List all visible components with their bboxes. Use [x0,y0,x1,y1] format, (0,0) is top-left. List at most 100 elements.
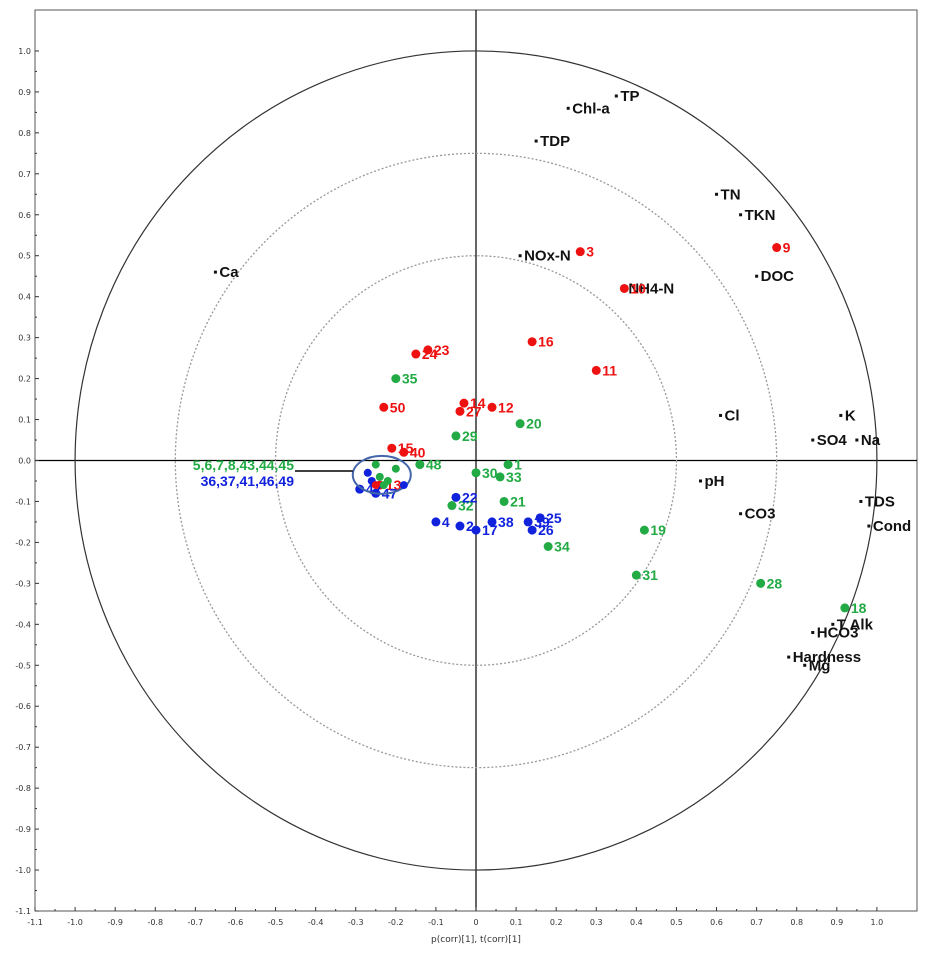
cluster-label-green: 5,6,7,8,43,44,45 [193,457,294,473]
score-label: 17 [482,522,498,538]
x-tick-label: -1.0 [67,918,83,927]
score-point-green [543,542,553,552]
y-tick-label: -0.8 [15,784,31,793]
variable-label: Na [861,432,881,449]
variable-marker [699,479,703,483]
score-label: 4 [442,514,450,530]
score-label: 25 [546,510,562,526]
score-point-red [527,337,537,347]
variable-label: Chl-a [572,100,610,117]
correlation-circle-1 [174,152,778,769]
score-point-green [415,460,425,470]
score-label: 11 [602,362,617,378]
x-tick-label: -0.1 [428,918,444,927]
variable-marker [855,438,859,442]
score-point-blue [431,517,441,527]
score-point-red [411,349,421,359]
score-label: 10 [630,280,646,296]
variable-marker [739,213,743,217]
score-label: 38 [498,514,514,530]
score-point-red [387,443,397,453]
score-point-blue [355,484,365,494]
score-label: 35 [402,371,418,387]
x-tick-label: -1.1 [27,918,43,927]
cluster-point-blue [363,468,372,477]
variable-marker [839,413,843,417]
variable-marker [867,524,871,528]
variable-label: TN [721,186,741,203]
score-point-red [487,402,497,412]
variable-marker [811,438,815,442]
variable-marker [831,622,835,626]
variable-marker [614,94,618,98]
score-label: 2 [466,518,474,534]
variable-marker [719,413,723,417]
variable-label: SO4 [817,432,848,449]
variable-marker [534,139,538,143]
score-point-red [575,247,585,257]
score-point-green [756,578,766,588]
score-point-green [503,460,513,470]
variable-label: Cl [725,407,740,424]
variable-label: pH [705,473,725,490]
cluster-label-blue: 36,37,41,46,49 [201,473,295,489]
score-point-blue [471,525,481,535]
variable-label: NOx-N [524,248,571,265]
y-tick-label: 0.5 [18,252,31,261]
variable-label: Ca [219,264,239,281]
cluster-point-green [375,472,384,481]
variable-label: Cond [873,518,911,535]
variable-marker [811,631,815,635]
variable-marker [715,192,719,196]
variable-label: K [845,407,856,424]
cluster-point-green [391,464,400,473]
x-tick-label: 0.6 [710,918,723,927]
cluster-point-green [379,481,388,490]
x-tick-label: 0.4 [630,918,643,927]
cluster-point-red [371,481,380,490]
cluster-point-green [371,460,380,469]
y-tick-label: 1.0 [18,47,31,56]
variable-label: T Alk [837,616,874,633]
score-label: 21 [510,493,526,509]
x-tick-label: -0.5 [268,918,284,927]
variable-label: CO3 [745,506,776,523]
y-tick-label: 0.3 [18,334,31,343]
y-tick-label: -0.1 [15,497,31,506]
y-tick-label: 0.4 [18,293,31,302]
y-tick-label: -0.6 [15,702,31,711]
x-tick-label: 0.9 [830,918,843,927]
y-tick-label: 0.8 [18,129,31,138]
variable-marker [518,254,522,258]
score-point-red [619,283,629,293]
variable-marker [803,663,807,667]
score-point-red [772,243,782,253]
score-point-blue [535,513,545,523]
variable-marker [213,270,217,274]
variable-label: TDS [865,493,895,510]
x-tick-label: 0.3 [590,918,603,927]
score-label: 19 [650,522,666,538]
y-tick-label: 0.2 [18,375,31,384]
cluster-ellipse [351,454,412,495]
score-point-blue [523,517,533,527]
score-point-red [379,402,389,412]
x-axis-title: p(corr)[1], t(corr)[1] [431,935,521,945]
score-point-blue [527,525,537,535]
score-point-green [499,496,509,506]
score-point-green [840,603,850,613]
variable-label: TDP [540,133,570,150]
score-label: 33 [506,469,522,485]
y-tick-label: -1.1 [15,907,31,916]
variable-marker [859,499,863,503]
cluster-point-blue [399,481,408,490]
y-tick-label: -0.4 [15,620,31,629]
score-label: 48 [426,457,442,473]
x-tick-label: 0.5 [670,918,683,927]
score-point-green [451,431,461,441]
y-tick-label: 0.1 [18,416,31,425]
score-label: 9 [783,240,791,256]
score-point-green [391,374,401,384]
